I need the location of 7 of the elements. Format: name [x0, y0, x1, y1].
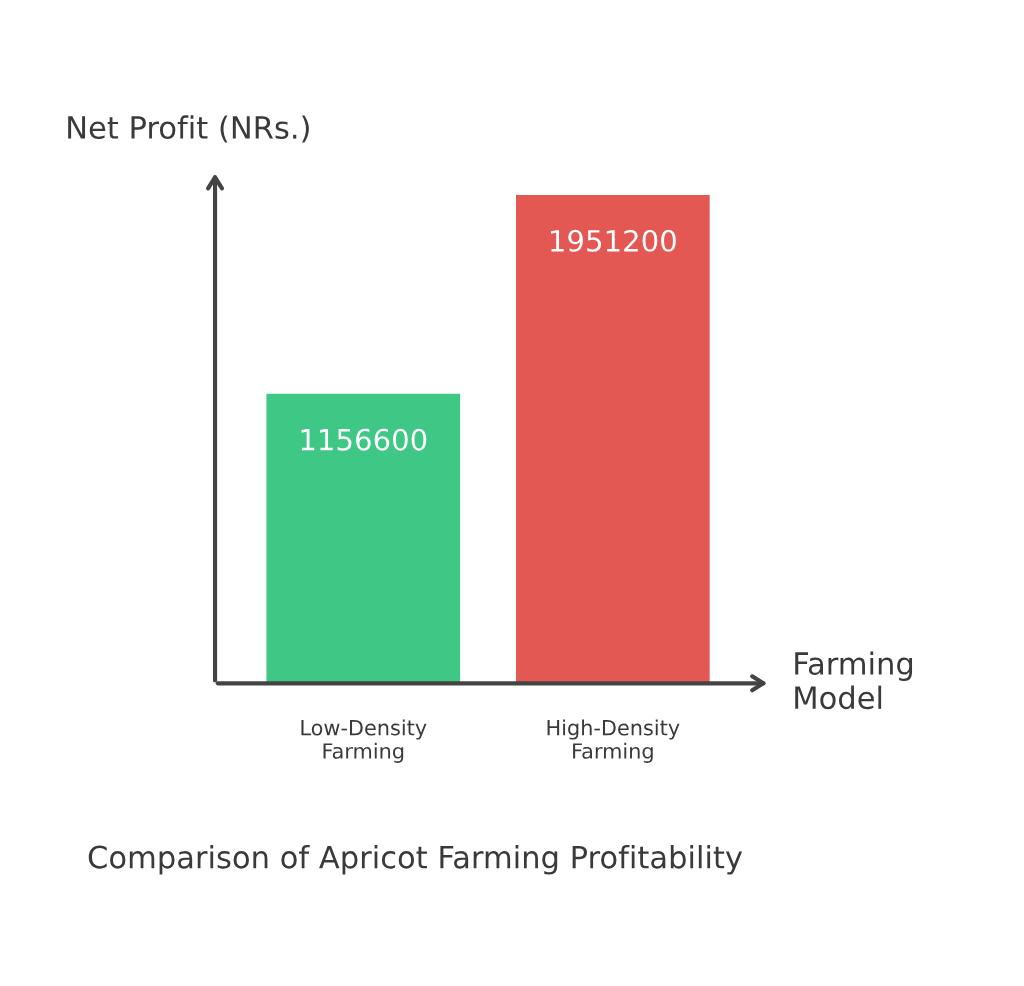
- text: Comparison of Apricot Farming Profitability: [88, 845, 743, 875]
- data-label: 1156600: [301, 428, 427, 451]
- x-axis-title: Farming Model: [795, 651, 913, 710]
- y-axis-title: Net Profit (NRs.): [68, 115, 309, 143]
- x-tick-label: Low-Density Farming: [301, 719, 427, 763]
- data-label: 1951200: [551, 229, 676, 252]
- x-tick-label: High-Density Farming: [547, 719, 680, 763]
